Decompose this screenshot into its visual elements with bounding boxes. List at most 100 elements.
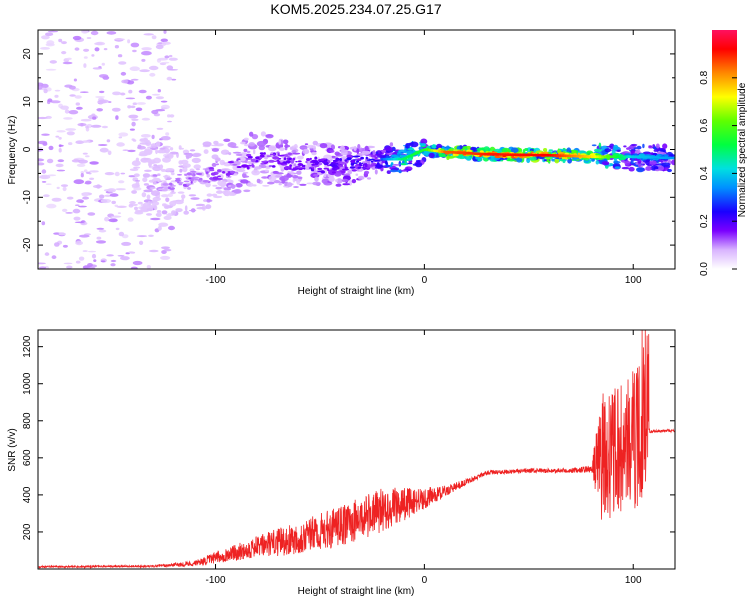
noise-blob xyxy=(49,60,57,64)
ridge-blob xyxy=(624,153,631,156)
band-blob xyxy=(184,205,188,212)
ridge-blob xyxy=(401,163,407,166)
band-blob xyxy=(302,148,310,155)
band-blob xyxy=(487,156,492,160)
ridge-blob xyxy=(311,163,315,166)
band-blob xyxy=(216,190,223,194)
ridge-blob xyxy=(250,158,257,163)
noise-blob xyxy=(110,263,116,267)
ridge-blob xyxy=(227,161,235,164)
band-blob xyxy=(391,146,396,152)
ridge-blob xyxy=(417,153,421,156)
band-blob xyxy=(321,179,329,182)
band-blob xyxy=(278,139,282,145)
noise-blob xyxy=(140,134,151,138)
band-blob xyxy=(340,145,345,152)
band-blob xyxy=(361,150,371,155)
noise-blob xyxy=(161,210,168,215)
band-blob xyxy=(261,176,269,179)
noise-blob xyxy=(130,266,138,269)
noise-blob xyxy=(141,51,152,56)
noise-blob xyxy=(133,173,140,177)
noise-blob xyxy=(115,115,119,120)
noise-blob xyxy=(96,236,102,240)
ridge-blob xyxy=(339,158,343,162)
noise-blob xyxy=(48,145,54,151)
band-blob xyxy=(613,161,621,164)
band-blob xyxy=(213,140,219,145)
ridge-blob xyxy=(202,180,210,183)
ridge-blob xyxy=(183,180,190,183)
band-blob xyxy=(374,169,378,175)
ridge-blob xyxy=(159,181,163,183)
noise-blob xyxy=(58,38,63,43)
noise-blob xyxy=(66,265,73,269)
noise-blob xyxy=(108,218,118,223)
noise-blob xyxy=(89,161,99,165)
noise-blob xyxy=(83,169,88,173)
noise-blob xyxy=(121,241,132,246)
band-blob xyxy=(428,152,435,159)
noise-blob xyxy=(161,194,169,198)
band-blob xyxy=(225,152,230,155)
noise-blob xyxy=(127,217,134,222)
noise-blob xyxy=(78,159,88,164)
noise-blob xyxy=(131,121,136,127)
snr-y-label: SNR (v/v) xyxy=(7,428,18,471)
band-blob xyxy=(232,164,238,171)
noise-blob xyxy=(79,234,90,238)
noise-blob xyxy=(56,130,66,133)
noise-blob xyxy=(54,89,61,92)
ridge-blob xyxy=(577,152,581,156)
noise-blob xyxy=(51,255,57,260)
noise-blob xyxy=(168,225,175,231)
noise-blob xyxy=(82,152,88,155)
ridge-blob xyxy=(277,153,280,157)
noise-blob xyxy=(66,57,72,60)
band-blob xyxy=(215,163,220,166)
noise-blob xyxy=(144,169,152,172)
band-blob xyxy=(268,175,277,182)
band-blob xyxy=(645,166,652,171)
noise-blob xyxy=(46,203,57,209)
noise-blob xyxy=(77,123,87,127)
ridge-blob xyxy=(466,154,472,156)
noise-blob xyxy=(128,89,133,94)
band-blob xyxy=(297,176,303,180)
band-blob xyxy=(188,194,197,197)
band-blob xyxy=(446,155,450,160)
band-blob xyxy=(334,151,340,156)
ridge-blob xyxy=(225,173,229,176)
band-blob xyxy=(137,201,143,205)
noise-blob xyxy=(91,113,96,117)
noise-blob xyxy=(125,97,136,100)
band-blob xyxy=(220,168,228,174)
band-blob xyxy=(420,138,428,145)
band-blob xyxy=(458,155,462,159)
noise-blob xyxy=(134,206,138,211)
noise-blob xyxy=(74,95,82,99)
ridge-blob xyxy=(318,160,323,163)
ridge-blob xyxy=(297,166,305,169)
band-blob xyxy=(546,157,551,159)
band-blob xyxy=(304,143,309,146)
band-blob xyxy=(230,184,236,190)
ridge-blob xyxy=(166,177,172,180)
noise-blob xyxy=(141,47,152,51)
band-blob xyxy=(239,157,246,162)
noise-blob xyxy=(107,150,112,156)
ridge-blob xyxy=(263,152,266,155)
noise-blob xyxy=(106,31,117,35)
ridge-blob xyxy=(287,157,290,160)
band-blob xyxy=(183,210,189,215)
band-blob xyxy=(328,176,335,182)
noise-blob xyxy=(66,196,74,200)
band-blob xyxy=(510,147,519,153)
noise-blob xyxy=(127,149,136,153)
ridge-blob xyxy=(190,181,193,184)
noise-blob xyxy=(78,256,85,261)
band-blob xyxy=(355,173,359,176)
band-blob xyxy=(438,153,445,158)
noise-blob xyxy=(94,42,103,46)
band-blob xyxy=(313,174,319,177)
